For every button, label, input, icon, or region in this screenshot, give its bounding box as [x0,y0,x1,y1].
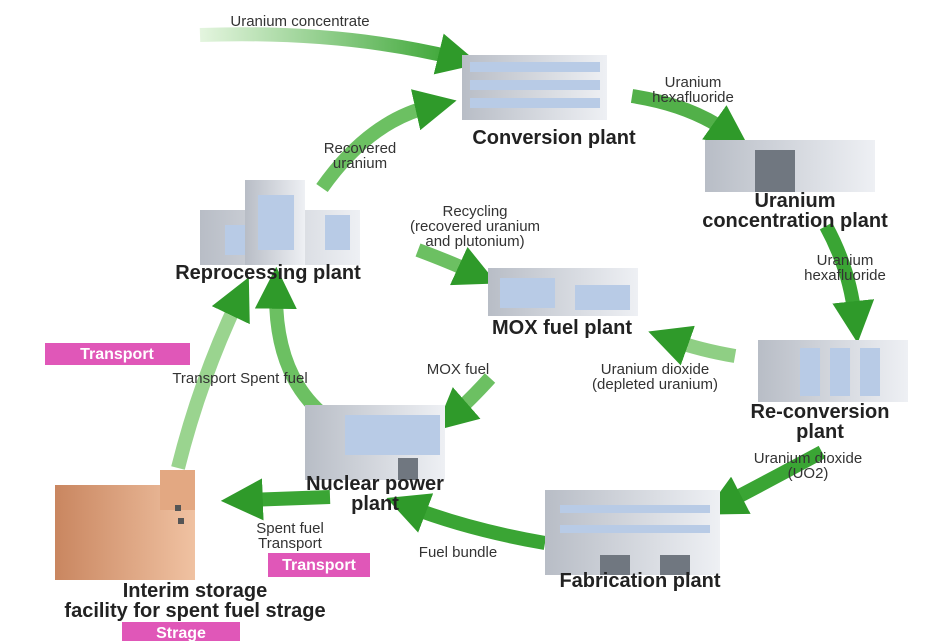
node-label: MOX fuel plant [492,317,632,339]
reprocessing-building [200,180,360,265]
page: Transport Transport Strage Conversion pl… [0,0,928,641]
node-label: plant [796,421,844,443]
nuclear-building [305,405,445,480]
node-label: plant [351,493,399,515]
arrow [200,34,455,58]
arrow [246,497,330,500]
edge-label: hexafluoride [652,89,734,106]
node-label: Conversion plant [472,127,636,149]
edge-label: (UO2) [788,465,829,482]
diagram: Transport Transport Strage Conversion pl… [0,0,928,641]
edge-label: Transport [258,535,322,552]
tag: Transport [80,346,154,363]
fabrication-building [545,490,720,575]
concentration-building [705,140,875,192]
node-label: Fabrication plant [559,570,720,592]
tag: Strage [156,625,206,641]
node-label: Re-conversion [751,401,890,423]
arrow [672,340,735,356]
reconversion-building [758,340,908,402]
edge-label: Transport Spent fuel [172,370,307,387]
edge-label: Fuel bundle [419,544,497,561]
edge-label: Uranium concentrate [230,13,369,30]
conversion-building [462,55,607,120]
edge-label: hexafluoride [804,267,886,284]
arrow [454,378,490,414]
node-label: Uranium [754,190,835,212]
tag: Transport [282,557,356,574]
edge-label: (depleted uranium) [592,376,718,393]
interim-building [55,470,195,580]
mox-building [488,268,638,316]
edge-label: MOX fuel [427,361,490,378]
node-label: Reprocessing plant [175,262,361,284]
arrow [418,250,474,273]
edge-label: uranium [333,155,387,172]
node-label: Nuclear power [306,473,444,495]
arrow [276,292,330,420]
node-label: facility for spent fuel strage [64,600,325,622]
arrow [410,507,545,543]
edge-label: and plutonium) [425,233,524,250]
node-label: Interim storage [123,580,267,602]
node-label: concentration plant [702,210,888,232]
